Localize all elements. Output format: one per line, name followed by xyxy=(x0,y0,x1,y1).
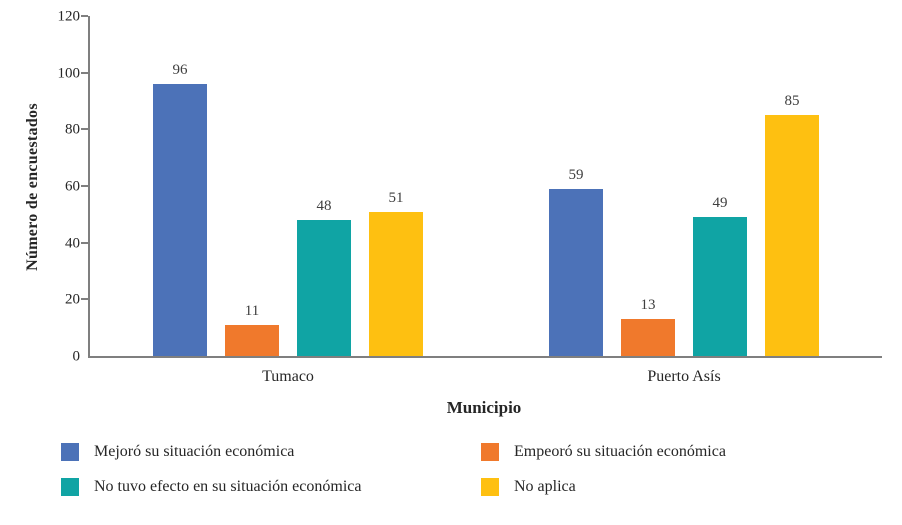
legend-label: No aplica xyxy=(514,478,576,495)
y-tick-label: 100 xyxy=(57,65,81,82)
x-category-label: Puerto Asís xyxy=(647,368,721,385)
bar: 51 xyxy=(369,190,423,356)
bar: 85 xyxy=(765,93,819,356)
y-tick-label: 40 xyxy=(65,235,80,252)
bar: 11 xyxy=(225,303,279,356)
legend-item: Mejoró su situación económica xyxy=(61,443,481,461)
legend-swatch xyxy=(481,443,499,461)
legend-swatch xyxy=(481,478,499,496)
x-category-label: Tumaco xyxy=(262,368,314,385)
legend-item: No tuvo efecto en su situación económica xyxy=(61,478,481,496)
bar-value-label: 51 xyxy=(388,189,404,206)
legend-label: Empeoró su situación económica xyxy=(514,443,726,460)
bar-value-label: 13 xyxy=(640,297,656,314)
bar: 48 xyxy=(297,198,351,356)
bar-value-label: 96 xyxy=(172,62,188,78)
y-tick-label: 80 xyxy=(65,121,80,138)
legend-label: Mejoró su situación económica xyxy=(94,443,295,460)
bar: 96 xyxy=(153,62,207,356)
y-tick-mark xyxy=(81,185,88,187)
legend-label: No tuvo efecto en su situación económica xyxy=(94,478,362,495)
legend-item: No aplica xyxy=(481,478,841,496)
bar-value-label: 59 xyxy=(568,166,584,183)
bar: 49 xyxy=(693,195,747,356)
bar-value-label: 11 xyxy=(244,302,260,319)
x-axis-title: Municipio xyxy=(446,398,522,417)
y-tick-mark xyxy=(81,298,88,301)
bar-group: 59 13 49 85 Puerto Asís xyxy=(486,16,882,385)
bar-value-label: 48 xyxy=(316,198,332,214)
y-tick-label: 60 xyxy=(65,178,80,195)
y-tick-label: 0 xyxy=(72,348,81,365)
y-tick-label: 20 xyxy=(65,291,80,308)
y-tick-label: 120 xyxy=(57,8,81,25)
bar-value-label: 49 xyxy=(712,195,728,212)
bar-value-label: 85 xyxy=(784,93,800,110)
legend-item: Empeoró su situación económica xyxy=(481,443,841,461)
legend-swatch xyxy=(61,478,79,496)
plot-area: 96 11 48 51 Tumaco 59 13 49 85 Puerto Asís 0 20 40 6… xyxy=(58,9,882,385)
y-tick-mark xyxy=(81,128,88,131)
y-tick-mark xyxy=(81,241,88,244)
y-tick-mark xyxy=(81,71,88,74)
bar-group: 96 11 48 51 Tumaco xyxy=(90,16,486,385)
bar: 13 xyxy=(621,297,675,356)
bar-groups: 96 11 48 51 Tumaco 59 13 49 85 Puerto Asís xyxy=(90,16,882,385)
legend-swatch xyxy=(61,443,79,461)
legend: Mejoró su situación económica Empeoró su … xyxy=(0,443,902,496)
bar: 59 xyxy=(549,167,603,356)
y-tick-mark xyxy=(81,15,88,17)
